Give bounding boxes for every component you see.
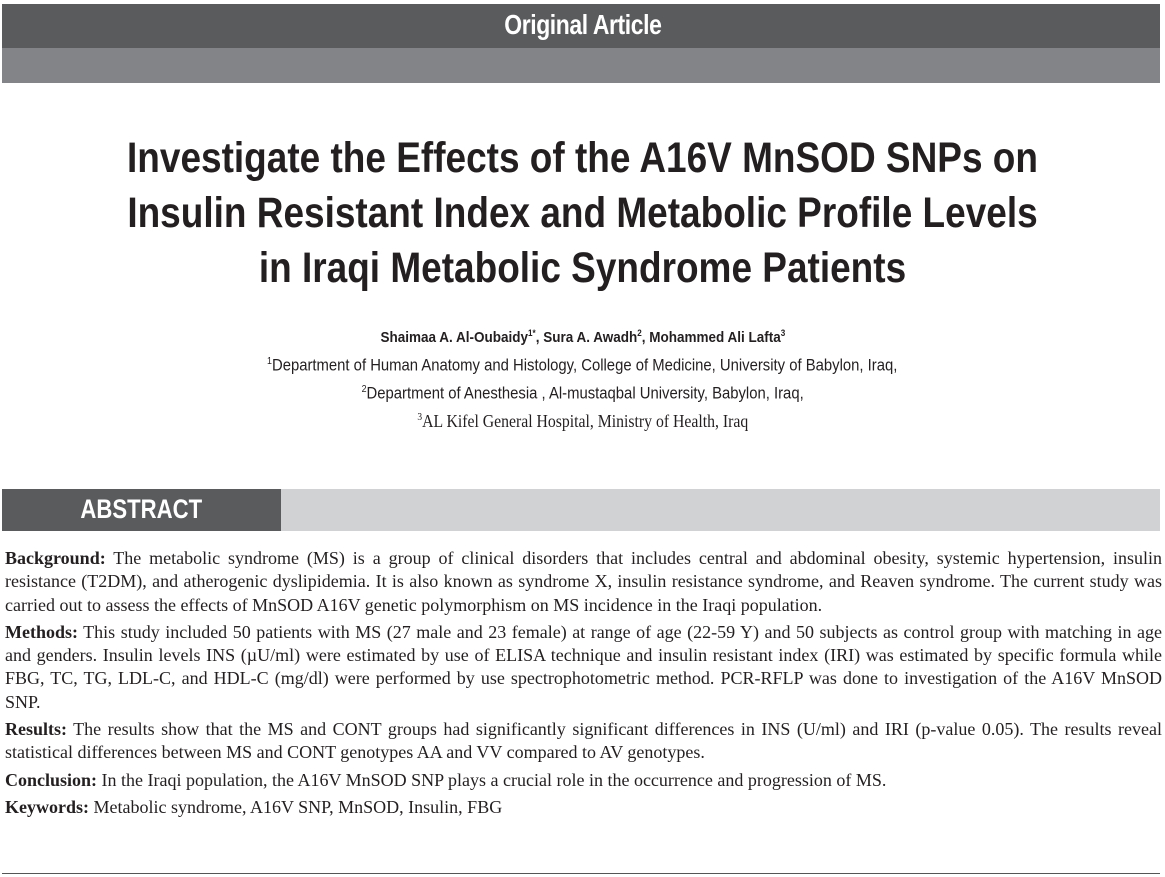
abstract-bar — [2, 489, 281, 531]
affiliation: 3AL Kifel General Hospital, Ministry of … — [417, 411, 748, 431]
abstract-heading: ABSTRACT — [80, 494, 203, 524]
abstract-background: Background: The metabolic syndrome (MS) … — [5, 548, 1162, 615]
paper-title: Investigate the Effects of the A16V MnSO… — [127, 134, 1038, 292]
affiliation: 2Department of Anesthesia , Al-mustaqbal… — [361, 384, 804, 403]
author: Mohammed Ali Lafta — [648, 329, 781, 346]
header-band — [2, 4, 1160, 48]
author: Sura A. Awadh — [542, 329, 637, 346]
author: Shaimaa A. Al-Oubaidy — [380, 329, 528, 346]
affiliation: 1Department of Human Anatomy and Histolo… — [267, 356, 898, 375]
header-subband — [2, 48, 1160, 83]
abstract-conclusion: Conclusion: In the Iraqi population, the… — [5, 769, 887, 790]
abstract-body: Background: The metabolic syndrome (MS) … — [5, 547, 1162, 823]
article-type-label: Original Article — [503, 9, 662, 40]
author-list: Shaimaa A. Al-Oubaidy1*, Sura A. Awadh2,… — [380, 328, 785, 346]
abstract-results: Results: The results show that the MS an… — [5, 719, 1162, 763]
abstract-keywords: Keywords: Metabolic syndrome, A16V SNP, … — [5, 796, 503, 817]
abstract-bar-fill — [281, 489, 1160, 531]
abstract-methods: Methods: This study included 50 patients… — [5, 621, 1162, 712]
bottom-divider — [2, 873, 1160, 874]
